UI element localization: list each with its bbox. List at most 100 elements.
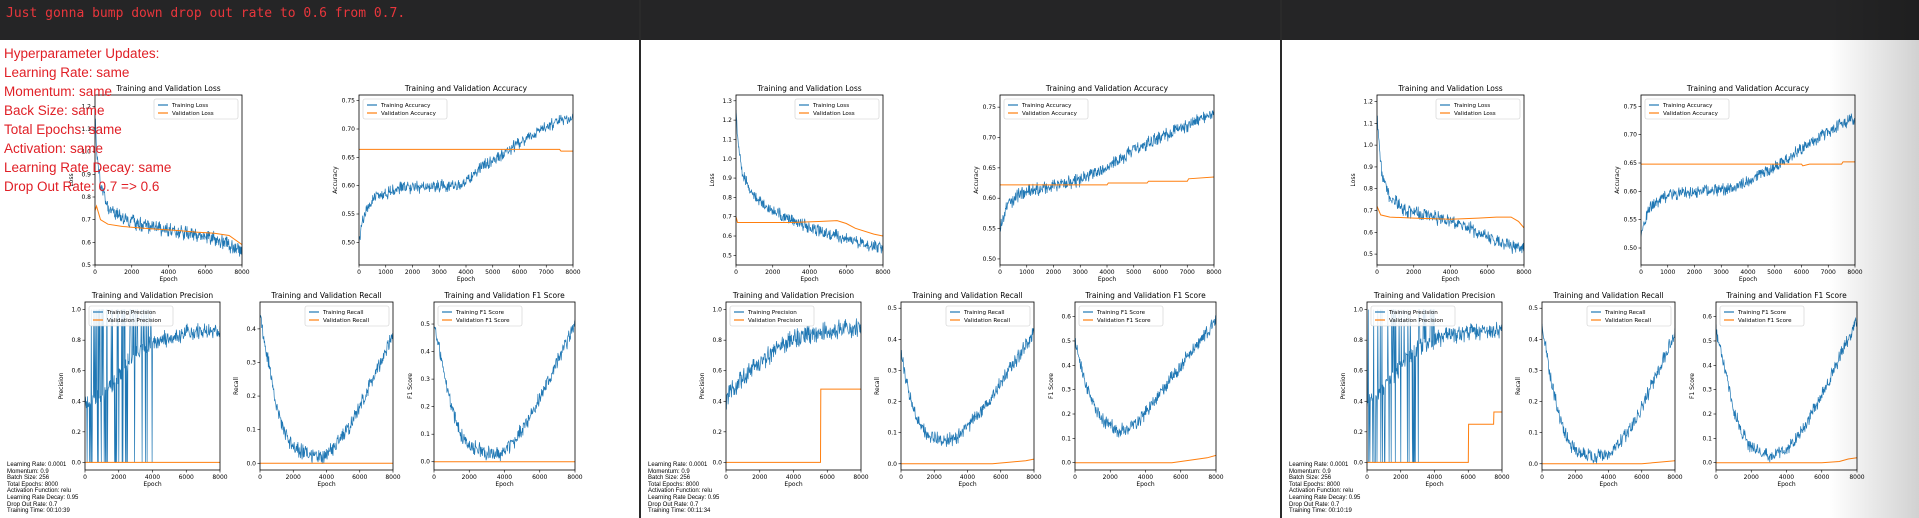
y-tick-label: 0.6 [81, 239, 91, 246]
x-tick-label: 4000 [786, 474, 801, 481]
legend-label: Validation Recall [1605, 318, 1652, 324]
y-tick-label: 0.1 [1702, 435, 1712, 442]
chart-title: Training and Validation Loss [756, 84, 861, 93]
chart-title: Training and Validation Precision [732, 291, 855, 300]
y-tick-label: 0.0 [246, 460, 256, 467]
plot-area [1542, 323, 1675, 465]
series-line-training [95, 118, 242, 257]
legend-box [945, 305, 1031, 327]
series-line-training [1641, 113, 1855, 237]
x-tick-label: 2000 [405, 269, 420, 276]
legend-label: Validation Accuracy [1022, 111, 1078, 117]
x-tick-label: 7000 [539, 269, 554, 276]
plot-area [1000, 110, 1214, 232]
y-tick-label: 0.2 [1061, 411, 1071, 418]
legend-box [153, 98, 239, 120]
legend-box [1003, 98, 1089, 120]
chart-svg: Training and Validation F1 Score 0 2000 400… [1689, 291, 1865, 488]
y-tick-label: 0.8 [71, 337, 81, 344]
legend-label: Validation Recall [323, 318, 370, 324]
x-tick-label: 1000 [1019, 269, 1034, 276]
x-tick-label: 0 [1540, 474, 1544, 481]
chart-legend: Training Recall Validation Recall [304, 305, 390, 327]
series-line-training [1367, 309, 1502, 463]
y-axis-label: Recall [1515, 377, 1522, 395]
legend-label: Validation Accuracy [381, 111, 437, 117]
chart-recall: Training and Validation Recall 0 2000 4000 6… [0, 0, 639, 518]
x-axis-label: Epoch [1425, 481, 1444, 488]
legend-label: Training Recall [322, 310, 364, 316]
chart-loss: Training and Validation Loss 0 2000 4000 600… [641, 0, 1280, 518]
legend-label: Validation Precision [1389, 318, 1444, 324]
legend-label: Validation Precision [107, 318, 162, 324]
y-tick-label: 0.3 [1702, 387, 1712, 394]
series-line-validation [1377, 206, 1524, 229]
chart-legend: Training F1 Score Validation F1 Score [437, 305, 523, 327]
chart-svg: Training and Validation Loss 0 2000 4000 600… [709, 84, 891, 283]
chart-title: Training and Validation Accuracy [1686, 84, 1810, 93]
legend-label: Validation F1 Score [1097, 318, 1151, 324]
y-axis-label: Loss [68, 173, 75, 186]
x-tick-label: 3000 [1714, 269, 1729, 276]
y-tick-label: 0.8 [1353, 337, 1363, 344]
notes-line: Total Epochs: same [4, 122, 122, 137]
x-tick-label: 8000 [1667, 474, 1682, 481]
legend-label: Training Loss [1453, 103, 1490, 109]
chart-legend: Training Accuracy Validation Accuracy [1644, 98, 1730, 120]
chart-svg: Training and Validation Precision 0 2000 40… [699, 291, 869, 488]
x-axis-label: Epoch [800, 276, 819, 283]
x-tick-label: 2000 [765, 269, 780, 276]
chart-legend: Training Precision Validation Precision [88, 305, 174, 327]
y-tick-label: 0.5 [81, 262, 91, 269]
x-tick-label: 6000 [198, 269, 213, 276]
y-tick-label: 0.0 [1353, 459, 1363, 466]
y-tick-label: 0.60 [983, 195, 997, 202]
info-line: Momentum: 0.9 [648, 468, 690, 475]
legend-label: Training Accuracy [1662, 103, 1713, 109]
legend-label: Validation Accuracy [1663, 111, 1719, 117]
y-tick-label: 0.5 [1702, 338, 1712, 345]
series-line-validation [1542, 460, 1675, 465]
x-axis-label: Epoch [784, 481, 803, 488]
chart-svg: Training and Validation Recall 0 2000 4000 6… [233, 291, 401, 488]
x-axis-label: Epoch [1098, 276, 1117, 283]
x-tick-label: 0 [734, 269, 738, 276]
x-tick-label: 8000 [567, 474, 582, 481]
chart-legend: Training Recall Validation Recall [1586, 305, 1672, 327]
legend-label: Training Recall [963, 310, 1005, 316]
x-tick-label: 8000 [1494, 474, 1509, 481]
plot-area [1075, 315, 1216, 464]
y-tick-label: 0.1 [1061, 435, 1071, 442]
x-tick-label: 8000 [385, 474, 400, 481]
y-tick-label: 0.0 [1061, 460, 1071, 467]
legend-label: Training Loss [812, 103, 849, 109]
legend-label: Training F1 Score [1096, 310, 1146, 316]
x-tick-label: 6000 [993, 474, 1008, 481]
y-tick-label: 0.1 [1528, 430, 1538, 437]
y-tick-label: 0.6 [722, 233, 732, 240]
chart-legend: Training Loss Validation Loss [794, 98, 880, 120]
x-tick-label: 0 [1639, 269, 1643, 276]
y-tick-label: 0.65 [983, 165, 997, 172]
y-tick-label: 0.9 [81, 171, 91, 178]
y-tick-label: 1.0 [722, 156, 732, 163]
y-tick-label: 0.50 [342, 239, 356, 246]
series-line-validation [1367, 411, 1502, 463]
y-tick-label: 0.4 [246, 326, 256, 333]
chart-title: Training and Validation Accuracy [1045, 84, 1169, 93]
y-tick-label: 0.1 [246, 427, 256, 434]
legend-label: Training Accuracy [1021, 103, 1072, 109]
info-line: Learning Rate Decay: 0.95 [648, 494, 720, 501]
y-tick-label: 0.4 [1061, 362, 1071, 369]
legend-label: Training Recall [1604, 310, 1646, 316]
info-line: Learning Rate: 0.0001 [1289, 462, 1349, 468]
y-tick-label: 0.2 [1528, 399, 1538, 406]
series-line-training [901, 327, 1034, 447]
chart-title: Training and Validation F1 Score [443, 291, 565, 300]
info-line: Learning Rate Decay: 0.95 [7, 494, 79, 501]
x-axis-label: Epoch [457, 276, 476, 283]
y-tick-label: 0.4 [712, 398, 722, 405]
legend-box [1719, 305, 1805, 327]
chart-title: Training and Validation Loss [1397, 84, 1502, 93]
x-tick-label: 4000 [458, 269, 473, 276]
